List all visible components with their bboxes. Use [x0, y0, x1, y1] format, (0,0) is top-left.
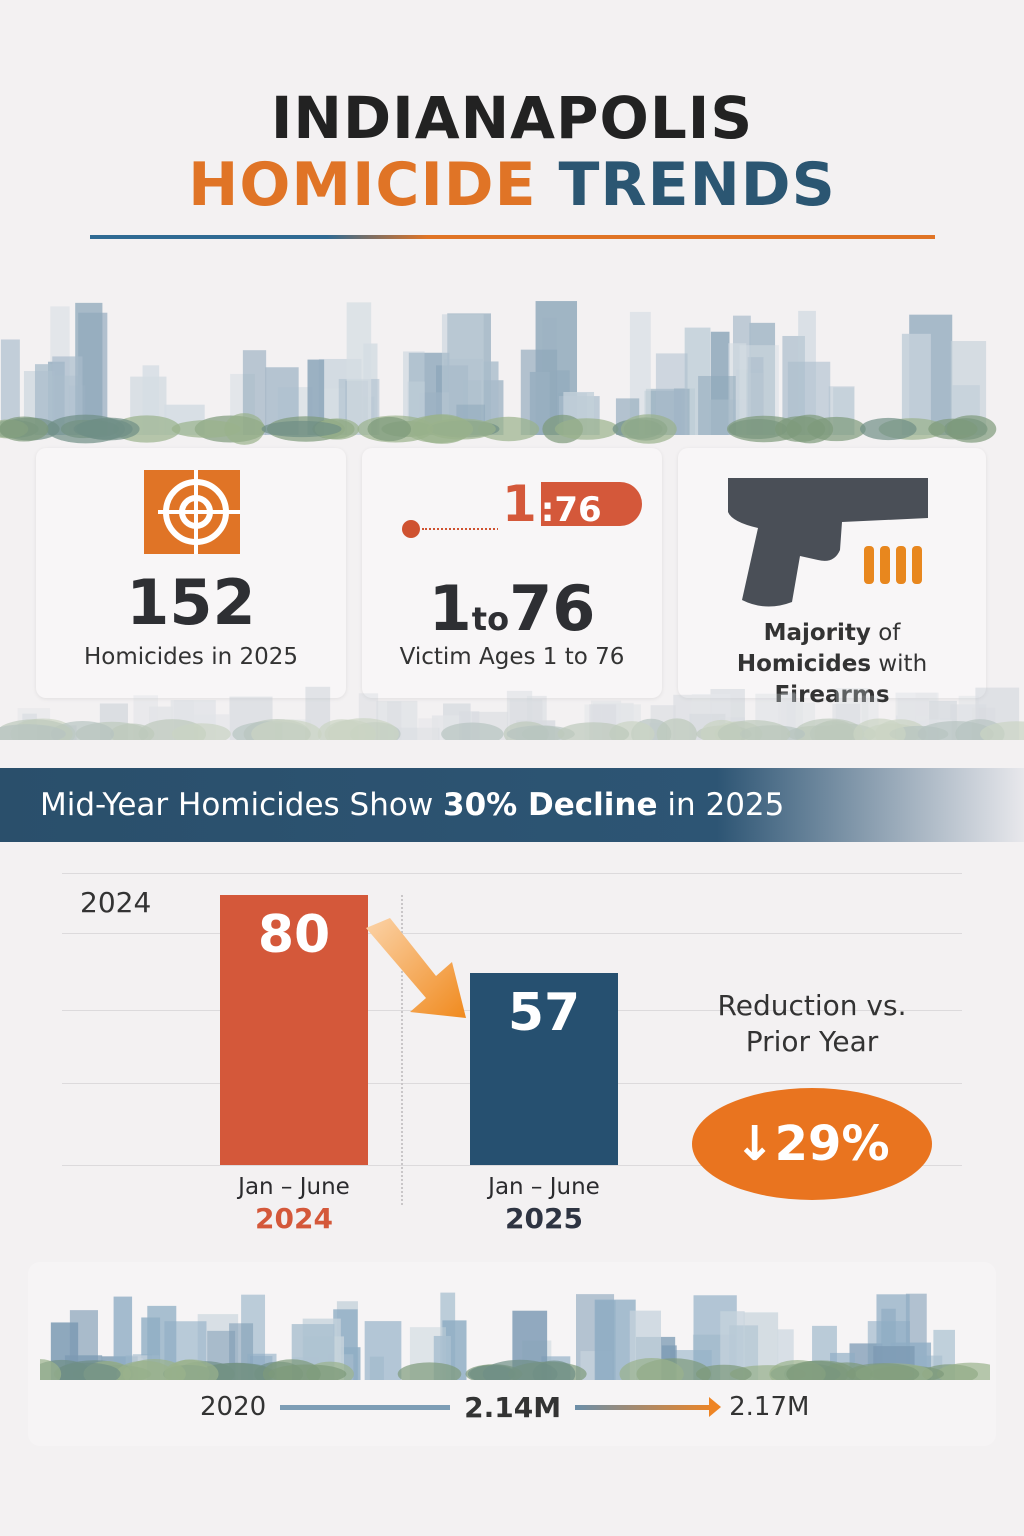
age-range-value: 1to76: [428, 572, 596, 645]
stat-card-homicides: 152 Homicides in 2025: [36, 448, 346, 698]
population-timeline: 2020 2.14M 2.17M: [200, 1390, 820, 1424]
population-current: 2.17M: [729, 1392, 810, 1422]
title-trends: TRENDS: [558, 150, 836, 220]
stat-card-ages: 1:76 1to76 Victim Ages 1 to 76: [362, 448, 662, 698]
bar-value-label: 57: [507, 982, 581, 1043]
bar-2025: [470, 972, 618, 1165]
decline-arrow-icon: [366, 918, 466, 1018]
homicide-count-label: Homicides in 2025: [83, 644, 299, 670]
gridline: [62, 873, 962, 874]
x-tick-period: Jan – June: [488, 1174, 600, 1200]
title-line-1: INDIANAPOLIS: [270, 84, 754, 152]
axis-label: 2024: [80, 886, 152, 919]
target-icon: [144, 470, 240, 554]
population-start-year: 2020: [200, 1392, 267, 1422]
title-homicide: HOMICIDE: [188, 150, 537, 220]
skyline-image: [0, 301, 997, 445]
timeline-line: [280, 1404, 451, 1410]
reduction-badge: ↓29%: [692, 1088, 932, 1200]
growth-arrow-icon: [575, 1396, 722, 1417]
age-range-label: Victim Ages 1 to 76: [399, 644, 625, 670]
title-underline: [90, 235, 935, 239]
title-line-2: HOMICIDE TRENDS: [0, 150, 1024, 220]
skyline-image: [40, 1292, 990, 1380]
handgun-icon: [728, 478, 928, 607]
bar-2024: [220, 895, 368, 1165]
reduction-label: Reduction vs. Prior Year: [717, 989, 907, 1058]
divider: [401, 895, 403, 1205]
x-tick-year: 2024: [255, 1202, 333, 1235]
stat-card-firearms: Majority of Homicides with Firearms: [678, 448, 986, 708]
age-range-icon: 1:76: [402, 474, 642, 544]
x-tick-period: Jan – June: [238, 1174, 350, 1200]
x-tick-year: 2025: [505, 1202, 583, 1235]
population-2020: 2.14M: [464, 1390, 562, 1424]
gridline: [62, 933, 962, 934]
homicide-count: 152: [126, 566, 256, 639]
headline-banner: Mid-Year Homicides Show 30% Decline in 2…: [0, 768, 1024, 842]
gridline: [62, 1165, 962, 1166]
firearms-label: Majority of Homicides with Firearms: [736, 620, 928, 708]
skyline-faded-image: [0, 686, 1024, 740]
bar-value-label: 80: [257, 905, 331, 965]
